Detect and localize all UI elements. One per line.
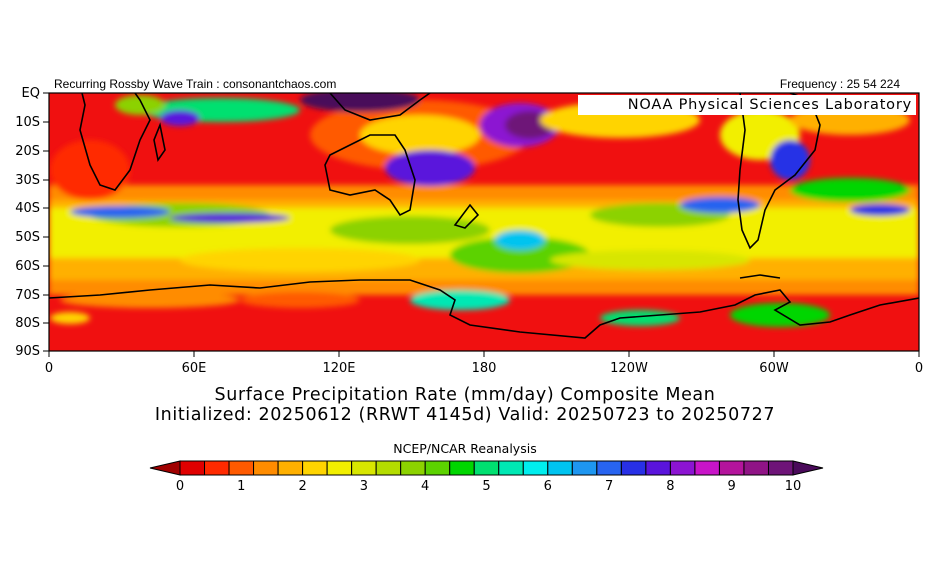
- colorbar-tick-label: 9: [727, 479, 736, 494]
- colorbar-swatch: [326, 460, 353, 476]
- colorbar-swatch: [718, 460, 745, 476]
- noaa-credit-box: NOAA Physical Sciences Laboratory: [578, 95, 916, 115]
- colorbar-swatch: [767, 460, 794, 476]
- x-label-120e: 120E: [322, 361, 356, 376]
- colorbar-swatch: [571, 460, 598, 476]
- y-label-60s: 60S: [15, 259, 40, 274]
- colorbar-swatch: [302, 460, 328, 476]
- y-label-40s: 40S: [15, 201, 40, 216]
- colorbar-swatch: [620, 460, 647, 476]
- y-label-eq: EQ: [21, 86, 40, 101]
- colorbar-swatch: [449, 460, 475, 476]
- x-label-180: 180: [471, 361, 497, 376]
- colorbar-swatch: [351, 460, 377, 476]
- colorbar-swatch: [743, 460, 769, 476]
- colorbar-right-arrow: [792, 460, 824, 476]
- colorbar-tick-label: 1: [237, 479, 246, 494]
- colorbar-swatch: [277, 460, 304, 476]
- colorbar-swatch: [375, 460, 402, 476]
- colorbar-swatch: [228, 460, 255, 476]
- colorbar-swatch: [400, 460, 426, 476]
- colorbar-swatch: [179, 460, 206, 476]
- x-label-0-end: 0: [914, 361, 924, 376]
- colorbar-tick-label: 0: [175, 479, 185, 494]
- y-label-50s: 50S: [15, 230, 40, 245]
- colorbar-tick-label: 10: [784, 479, 802, 494]
- header-left-text: Recurring Rossby Wave Train : consonantc…: [54, 77, 337, 91]
- colorbar-tick-label: 2: [298, 479, 307, 494]
- title-line-2: Initialized: 20250612 (RRWT 4145d) Valid…: [154, 405, 776, 425]
- colorbar-tick-label: 6: [543, 479, 552, 494]
- colorbar-swatch: [596, 460, 622, 476]
- y-label-10s: 10S: [15, 115, 40, 130]
- colorbar-tick-label: 3: [359, 479, 369, 494]
- data-source-label: NCEP/NCAR Reanalysis: [393, 441, 537, 456]
- colorbar-swatch: [204, 460, 230, 476]
- colorbar-swatch: [694, 460, 720, 476]
- y-label-70s: 70S: [15, 288, 40, 303]
- header-right-text: Frequency : 25 54 224: [779, 77, 900, 91]
- colorbar-swatch: [498, 460, 524, 476]
- title-line-1: Surface Precipitation Rate (mm/day) Comp…: [214, 385, 716, 405]
- colorbar-swatch: [473, 460, 500, 476]
- colorbar-swatch: [424, 460, 451, 476]
- colorbar-swatch: [645, 460, 671, 476]
- x-label-120w: 120W: [610, 361, 648, 376]
- y-label-80s: 80S: [15, 316, 40, 331]
- colorbar-swatch: [253, 460, 279, 476]
- precip-field: [49, 93, 919, 327]
- colorbar-tick-label: 7: [604, 479, 614, 494]
- colorbar-swatch: [547, 460, 573, 476]
- colorbar-tick-label: 5: [482, 479, 491, 494]
- colorbar-swatch: [522, 460, 549, 476]
- y-label-30s: 30S: [15, 173, 40, 188]
- axis-ticks: [43, 92, 920, 357]
- y-label-90s: 90S: [15, 344, 40, 359]
- coastlines: [49, 93, 919, 339]
- x-label-60e: 60E: [181, 361, 207, 376]
- colorbar-left-arrow: [149, 460, 181, 476]
- y-label-20s: 20S: [15, 144, 40, 159]
- x-label-0: 0: [44, 361, 54, 376]
- colorbar-tick-label: 8: [666, 479, 675, 494]
- colorbar-swatch: [669, 460, 696, 476]
- colorbar-tick-label: 4: [421, 479, 430, 494]
- x-label-60w: 60W: [759, 361, 789, 376]
